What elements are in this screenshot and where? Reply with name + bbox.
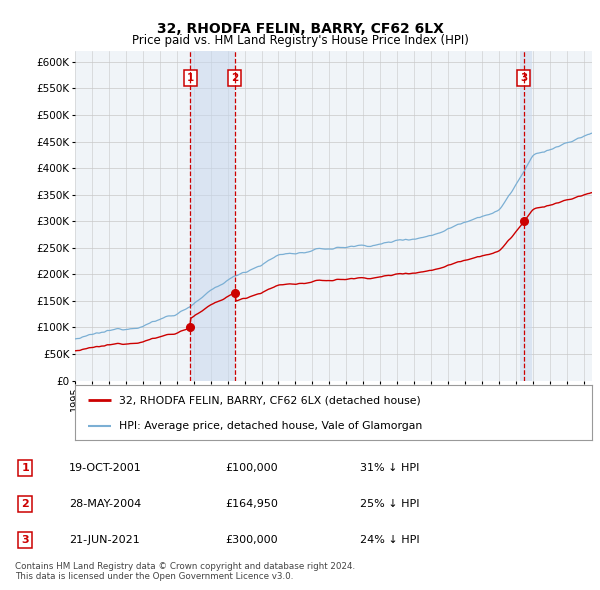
Text: 32, RHODFA FELIN, BARRY, CF62 6LX: 32, RHODFA FELIN, BARRY, CF62 6LX [157,22,443,37]
Bar [520,51,532,381]
Text: HPI: Average price, detached house, Vale of Glamorgan: HPI: Average price, detached house, Vale… [119,421,422,431]
Text: 3: 3 [520,73,527,83]
Text: Price paid vs. HM Land Registry's House Price Index (HPI): Price paid vs. HM Land Registry's House … [131,34,469,47]
Text: £100,000: £100,000 [226,463,278,473]
Text: 21-JUN-2021: 21-JUN-2021 [70,535,140,545]
Text: 19-OCT-2001: 19-OCT-2001 [68,463,142,473]
Text: 25% ↓ HPI: 25% ↓ HPI [360,499,420,509]
Text: 28-MAY-2004: 28-MAY-2004 [69,499,141,509]
Text: 3: 3 [22,535,29,545]
Text: 2: 2 [231,73,238,83]
Text: 1: 1 [187,73,194,83]
Text: £300,000: £300,000 [226,535,278,545]
Text: 32, RHODFA FELIN, BARRY, CF62 6LX (detached house): 32, RHODFA FELIN, BARRY, CF62 6LX (detac… [119,395,421,405]
Text: 24% ↓ HPI: 24% ↓ HPI [360,535,420,545]
Text: Contains HM Land Registry data © Crown copyright and database right 2024.
This d: Contains HM Land Registry data © Crown c… [15,562,355,581]
Text: 2: 2 [22,499,29,509]
Text: 31% ↓ HPI: 31% ↓ HPI [361,463,419,473]
Text: 1: 1 [22,463,29,473]
Bar [190,51,235,381]
Text: £164,950: £164,950 [226,499,278,509]
